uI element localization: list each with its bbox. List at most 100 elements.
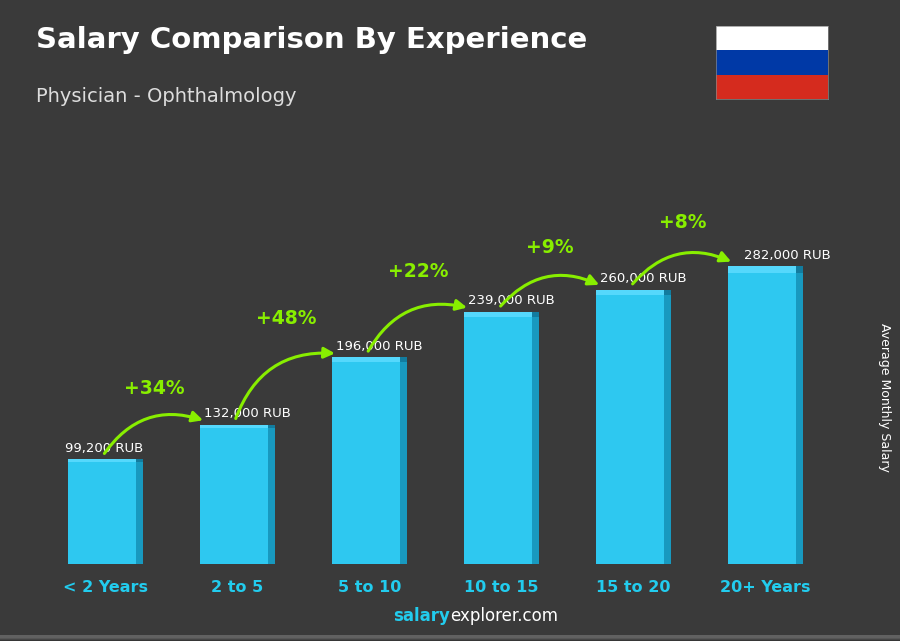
- Bar: [0, 637, 900, 640]
- Bar: [0, 635, 900, 638]
- Bar: [0, 635, 900, 638]
- Bar: [0, 635, 900, 638]
- Bar: [0, 637, 900, 640]
- Bar: [0, 637, 900, 640]
- Bar: [0, 638, 900, 641]
- Bar: [0, 635, 900, 638]
- Bar: [0, 638, 900, 641]
- Bar: [0, 635, 900, 638]
- Bar: [0, 637, 900, 640]
- Bar: [0, 637, 900, 640]
- Bar: [0, 637, 900, 640]
- Bar: [0, 637, 900, 640]
- Bar: [0, 635, 900, 638]
- Bar: [716, 50, 828, 75]
- Bar: [332, 357, 400, 362]
- Bar: [68, 460, 136, 462]
- Bar: [0, 637, 900, 640]
- Bar: [0, 637, 900, 640]
- Bar: [0, 637, 900, 640]
- Bar: [0, 637, 900, 640]
- Bar: [0, 635, 900, 638]
- Bar: [0, 636, 900, 639]
- Bar: [0, 635, 900, 638]
- Text: salary: salary: [393, 607, 450, 625]
- Bar: [0, 637, 900, 640]
- Bar: [0, 637, 900, 640]
- Bar: [0, 635, 900, 638]
- Bar: [0, 637, 900, 640]
- Bar: [0, 637, 900, 640]
- Bar: [0, 636, 900, 639]
- Bar: [0, 638, 900, 641]
- Bar: [0, 637, 900, 640]
- Bar: [0, 635, 900, 638]
- Bar: [0, 638, 900, 641]
- Bar: [0, 635, 900, 638]
- Bar: [0, 637, 900, 640]
- Bar: [0, 637, 900, 640]
- Bar: [268, 425, 275, 564]
- Bar: [0, 636, 900, 639]
- Text: 2 to 5: 2 to 5: [212, 580, 264, 595]
- Bar: [0, 637, 900, 640]
- Bar: [268, 425, 275, 428]
- Bar: [0, 635, 900, 638]
- Bar: [0, 635, 900, 638]
- Bar: [0, 637, 900, 640]
- Text: 239,000 RUB: 239,000 RUB: [468, 294, 554, 308]
- Bar: [0, 636, 900, 639]
- Bar: [0, 636, 900, 639]
- Bar: [0, 636, 900, 639]
- Bar: [0, 635, 900, 638]
- Bar: [0, 636, 900, 638]
- Bar: [596, 290, 664, 564]
- Bar: [0, 638, 900, 641]
- Bar: [0, 635, 900, 638]
- Bar: [0, 637, 900, 640]
- Bar: [0, 636, 900, 639]
- Bar: [0, 638, 900, 641]
- Bar: [200, 425, 268, 564]
- Bar: [0, 637, 900, 640]
- Bar: [0, 637, 900, 640]
- Bar: [0, 637, 900, 640]
- Bar: [0, 636, 900, 639]
- Bar: [532, 312, 539, 317]
- Bar: [0, 636, 900, 639]
- Text: < 2 Years: < 2 Years: [63, 580, 148, 595]
- Bar: [0, 635, 900, 638]
- Bar: [0, 637, 900, 640]
- Bar: [796, 267, 803, 272]
- Bar: [664, 290, 671, 296]
- Text: Salary Comparison By Experience: Salary Comparison By Experience: [36, 26, 587, 54]
- Bar: [0, 638, 900, 641]
- Bar: [0, 635, 900, 638]
- Bar: [0, 636, 900, 639]
- Bar: [0, 637, 900, 640]
- Bar: [0, 637, 900, 640]
- Text: Physician - Ophthalmology: Physician - Ophthalmology: [36, 87, 296, 106]
- Bar: [0, 637, 900, 640]
- Bar: [0, 637, 900, 640]
- Bar: [0, 635, 900, 638]
- Bar: [0, 637, 900, 640]
- Bar: [0, 636, 900, 639]
- Bar: [0, 637, 900, 640]
- Bar: [0, 637, 900, 640]
- Bar: [0, 635, 900, 638]
- Bar: [332, 357, 400, 564]
- Bar: [0, 637, 900, 640]
- Bar: [0, 637, 900, 640]
- Bar: [0, 635, 900, 638]
- Bar: [0, 635, 900, 638]
- Bar: [0, 635, 900, 638]
- Bar: [716, 75, 828, 99]
- Bar: [0, 637, 900, 640]
- Bar: [0, 636, 900, 639]
- Bar: [0, 637, 900, 640]
- Bar: [0, 635, 900, 638]
- Bar: [0, 637, 900, 640]
- Bar: [0, 637, 900, 640]
- Text: 15 to 20: 15 to 20: [596, 580, 670, 595]
